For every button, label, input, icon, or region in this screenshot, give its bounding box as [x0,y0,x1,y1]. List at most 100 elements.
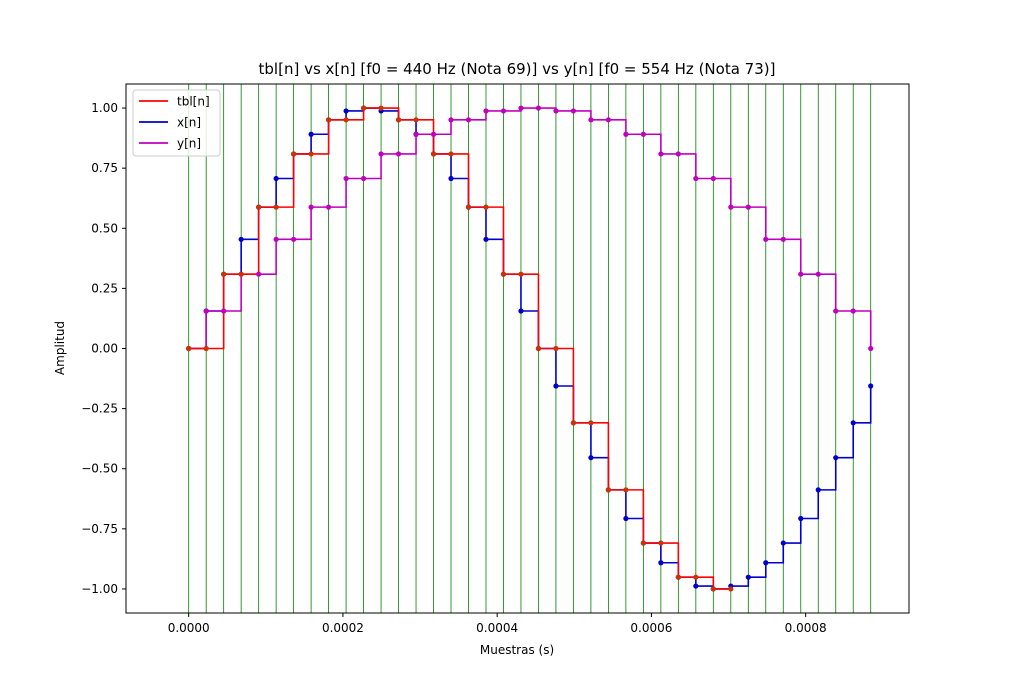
data-point [640,540,646,546]
y-tick-label: −0.25 [81,402,118,416]
data-point [763,560,769,566]
data-point [518,271,524,277]
data-point [483,236,489,242]
data-point [588,420,594,426]
data-point [728,204,734,210]
data-point [378,151,384,157]
data-point [273,175,279,182]
data-point [815,271,821,277]
data-point [360,105,367,111]
data-point [868,383,874,389]
data-point [500,271,507,277]
data-point [588,117,594,123]
data-point [535,345,542,352]
series-markers [186,105,874,592]
data-point [360,175,367,182]
data-point [273,236,279,242]
data-point [570,420,577,426]
y-tick-label: −1.00 [81,582,118,596]
data-point [640,131,646,137]
data-point [203,345,209,352]
data-point [553,108,559,114]
y-tick-label: −0.50 [81,462,118,476]
data-point [413,131,419,137]
data-point [430,131,437,137]
data-point [325,117,332,123]
data-point [728,586,734,592]
data-point [850,420,856,426]
data-point [553,345,559,352]
data-point [395,117,402,123]
legend-label: tbl[n] [177,95,210,109]
data-point [693,175,699,182]
data-point [343,117,349,123]
x-tick-label: 0.0006 [630,621,672,635]
x-tick-label: 0.0004 [476,621,518,635]
data-point [221,308,227,314]
data-point [413,117,419,123]
data-point [745,574,751,580]
data-point [658,540,664,546]
data-point [308,131,314,137]
data-point [623,487,629,493]
data-point [675,574,681,580]
data-point [448,117,454,123]
data-point [623,131,629,137]
data-point [868,345,874,352]
data-point [833,308,839,314]
data-point [535,105,542,111]
data-point [308,204,314,210]
data-point [780,236,786,242]
data-point [815,487,821,493]
data-point [256,204,262,210]
data-point [605,487,611,493]
data-point [710,175,716,182]
data-point [186,345,192,352]
data-point [256,271,262,277]
data-point [798,515,804,522]
data-point [833,455,839,461]
legend-box [132,89,221,157]
legend: tbl[n] x[n] y[n] [132,89,221,157]
legend-label: y[n] [177,137,201,151]
data-point [291,151,297,157]
series-line-tbln [188,107,731,590]
data-point [483,108,489,114]
y-axis-ticks: −1.00 −0.75 −0.50 −0.25 0.00 0.25 0.50 0.75 1.00 [81,101,126,596]
chart-title: tbl[n] vs x[n] [f0 = 440 Hz (Nota 69)] v… [259,60,776,78]
data-point [588,455,594,461]
data-point [203,308,209,314]
data-point [553,383,559,389]
data-point [745,204,751,210]
data-point [448,151,454,157]
legend-label: x[n] [177,116,201,130]
data-point [850,308,856,314]
series-line-yn [188,107,872,350]
data-point [518,308,524,314]
data-point [693,574,699,580]
y-tick-label: 0.00 [91,342,118,356]
data-point [378,105,384,111]
x-tick-label: 0.0008 [785,621,827,635]
data-point [273,204,279,210]
data-point [430,151,437,157]
data-point [658,560,664,566]
y-tick-label: −0.75 [81,522,118,536]
x-tick-label: 0.0002 [322,621,364,635]
data-point [308,151,314,157]
y-tick-label: 1.00 [91,101,118,115]
data-point [623,515,629,522]
data-point [658,151,664,157]
data-point [763,236,769,242]
data-point [343,108,349,114]
data-point [238,271,244,277]
data-point [238,236,244,242]
data-point [291,236,297,242]
data-point [343,175,349,182]
data-point [325,204,332,210]
x-tick-label: 0.0000 [168,621,210,635]
y-tick-label: 0.25 [91,281,118,295]
data-point [465,117,472,123]
data-point [570,108,577,114]
